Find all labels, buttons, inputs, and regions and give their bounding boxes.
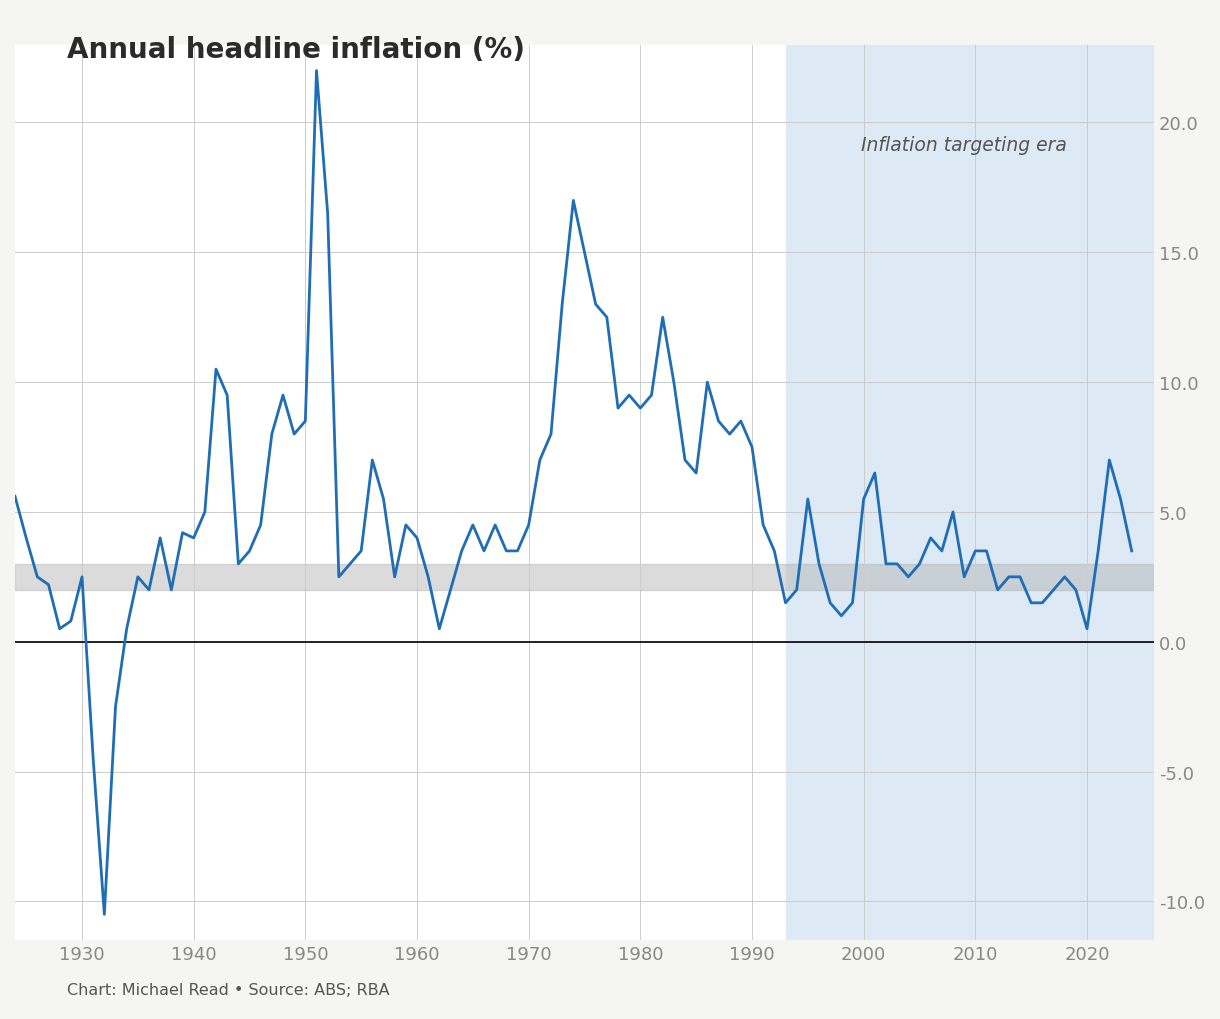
Bar [786,46,1154,941]
Text: Annual headline inflation (%): Annual headline inflation (%) [67,36,525,63]
Text: Chart: Michael Read • Source: ABS; RBA: Chart: Michael Read • Source: ABS; RBA [67,981,389,997]
Bar [15,565,1154,590]
Text: Inflation targeting era: Inflation targeting era [861,137,1068,155]
